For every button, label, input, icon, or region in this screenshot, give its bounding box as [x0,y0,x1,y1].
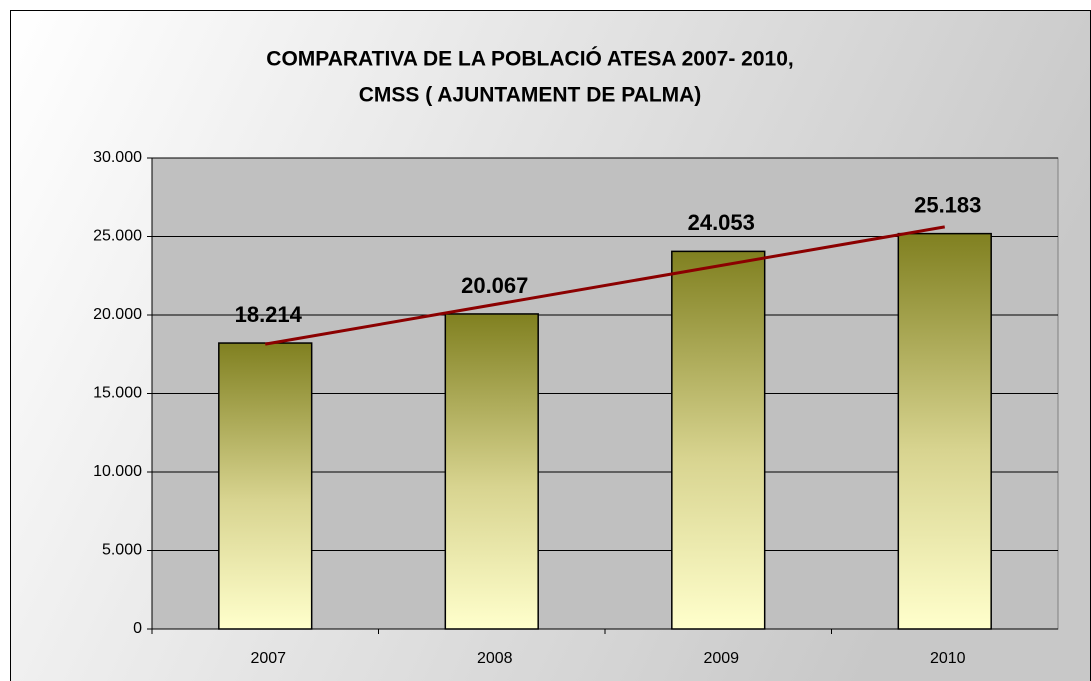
bar [671,250,766,630]
bar [897,232,992,630]
y-tick-label: 15.000 [93,385,142,402]
y-tick-label: 25.000 [93,228,142,245]
x-tick-label: 2008 [477,650,513,667]
x-tick-label: 2010 [930,650,966,667]
y-tick-label: 10.000 [93,463,142,480]
bar [444,313,539,630]
x-tick-label: 2009 [703,650,739,667]
bar [218,342,313,630]
data-label: 25.183 [914,192,981,217]
y-tick-label: 30.000 [93,149,142,166]
y-tick-label: 0 [133,620,142,637]
data-label: 20.067 [461,273,528,298]
data-label: 18.214 [235,302,303,327]
data-label: 24.053 [688,210,755,235]
trend-line [264,225,946,346]
x-tick-label: 2007 [250,650,286,667]
chart-title: COMPARATIVA DE LA POBLACIÓ ATESA 2007- 2… [266,47,793,71]
y-tick-label: 20.000 [93,306,142,323]
chart-title: CMSS ( AJUNTAMENT DE PALMA) [359,84,702,107]
y-tick-label: 5.000 [102,542,142,559]
